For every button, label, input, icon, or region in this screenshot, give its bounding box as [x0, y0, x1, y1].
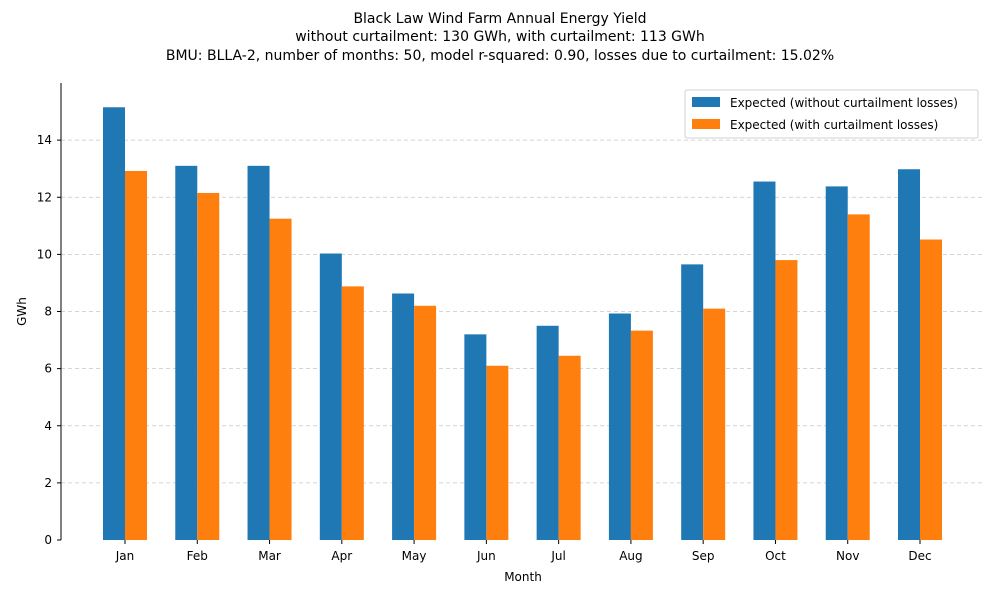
y-tick-label: 10	[37, 247, 52, 261]
y-ticks: 0 2 4 6 8 10 12 14	[37, 133, 61, 547]
legend-label: Expected (without curtailment losses)	[730, 96, 958, 110]
y-tick-label: 6	[44, 362, 52, 376]
legend-frame	[684, 89, 979, 139]
y-axis-label: GWh	[15, 297, 29, 326]
bar-with-curtailment-mar	[269, 218, 292, 540]
bar-without-curtailment-apr	[319, 253, 342, 540]
x-tick-label: Nov	[836, 549, 859, 563]
bar-with-curtailment-may	[414, 305, 437, 540]
bar-without-curtailment-jun	[464, 334, 487, 540]
legend: Expected (without curtailment losses) Exp…	[684, 89, 979, 139]
x-tick-label: Sep	[692, 549, 715, 563]
bar-without-curtailment-aug	[608, 313, 631, 540]
bar-with-curtailment-oct	[775, 260, 798, 540]
y-tick-label: 4	[44, 419, 52, 433]
bar-with-curtailment-nov	[847, 214, 870, 540]
bar-with-curtailment-jun	[486, 365, 509, 540]
bar-without-curtailment-nov	[825, 186, 848, 541]
legend-swatch	[692, 119, 720, 129]
x-axis-label: Month	[504, 570, 542, 584]
y-tick-label: 8	[44, 305, 52, 319]
x-tick-label: May	[402, 549, 427, 563]
bar-without-curtailment-jan	[103, 107, 125, 540]
chart-title-line-1: Black Law Wind Farm Annual Energy Yield	[353, 11, 646, 27]
bar-without-curtailment-mar	[247, 165, 270, 541]
y-tick-label: 14	[37, 133, 52, 147]
x-tick-label: Mar	[258, 549, 281, 563]
legend-label: Expected (with curtailment losses)	[730, 118, 938, 132]
bar-with-curtailment-dec	[920, 239, 942, 540]
x-tick-label: Apr	[331, 549, 352, 563]
bar-with-curtailment-aug	[630, 330, 653, 540]
x-tick-label: Aug	[619, 549, 642, 563]
x-tick-label: Jan	[115, 549, 135, 563]
x-tick-label: Jul	[550, 549, 565, 563]
x-tick-label: Jun	[476, 549, 496, 563]
x-ticks: Jan Feb Mar Apr May Jun Jul Aug Sep Oct Nov Dec	[115, 540, 932, 563]
bar-without-curtailment-jul	[536, 325, 559, 540]
bar-without-curtailment-sep	[681, 264, 704, 540]
bars	[103, 107, 942, 541]
y-tick-label: 2	[44, 476, 52, 490]
x-tick-label: Dec	[908, 549, 931, 563]
y-tick-label: 0	[44, 533, 52, 547]
bar-without-curtailment-may	[392, 293, 415, 540]
bar-without-curtailment-feb	[175, 165, 198, 541]
x-tick-label: Oct	[765, 549, 786, 563]
x-tick-label: Feb	[187, 549, 208, 563]
bar-with-curtailment-sep	[703, 308, 726, 540]
bar-without-curtailment-oct	[753, 181, 776, 540]
bar-with-curtailment-jul	[558, 355, 581, 540]
chart-title-line-2: without curtailment: 130 GWh, with curta…	[295, 29, 705, 45]
bar-without-curtailment-dec	[898, 169, 920, 541]
bar-with-curtailment-jan	[125, 170, 147, 540]
chart-title: Black Law Wind Farm Annual Energy Yield …	[166, 11, 834, 64]
bar-with-curtailment-apr	[341, 286, 364, 540]
legend-swatch	[692, 97, 720, 107]
bar-with-curtailment-feb	[197, 192, 220, 540]
y-tick-label: 12	[37, 190, 52, 204]
chart-title-line-3: BMU: BLLA-2, number of months: 50, model…	[166, 48, 834, 64]
